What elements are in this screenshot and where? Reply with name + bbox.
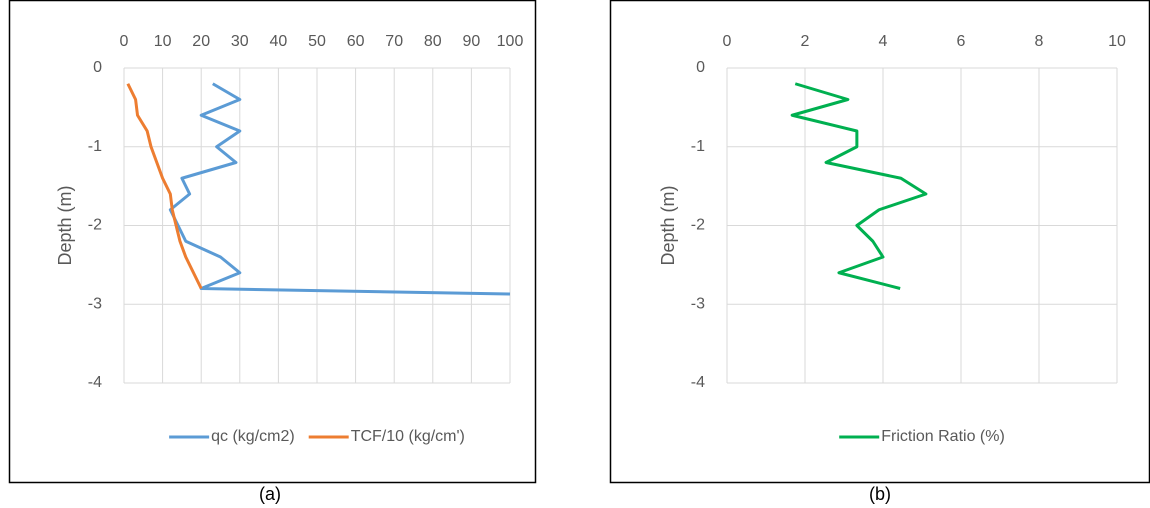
x-tick-label: 30 [231,33,249,50]
y-tick-label: -3 [691,295,705,312]
legend-label: TCF/10 (kg/cm') [351,428,465,445]
x-tick-label: 100 [497,33,524,50]
x-tick-label: 4 [879,33,888,50]
y-tick-label: -3 [88,295,102,312]
y-tick-label: 0 [696,59,705,76]
legend-label: Friction Ratio (%) [881,428,1005,445]
x-tick-label: 8 [1035,33,1044,50]
y-tick-label: -4 [691,374,705,391]
panel-frame [8,0,537,484]
x-tick-label: 50 [308,33,326,50]
x-tick-label: 40 [270,33,288,50]
x-tick-label: 10 [1108,33,1126,50]
x-tick-label: 0 [723,33,732,50]
legend-label: qc (kg/cm2) [211,428,295,445]
y-tick-label: -1 [691,138,705,155]
panel-caption: (a) [259,484,281,504]
x-tick-label: 0 [120,33,129,50]
x-tick-label: 20 [192,33,210,50]
y-tick-label: -2 [691,217,705,234]
panel-frame [609,0,1150,484]
y-tick-label: -2 [88,217,102,234]
legend: Friction Ratio (%) [839,428,1005,445]
x-tick-label: 10 [154,33,172,50]
y-tick-label: -1 [88,138,102,155]
y-tick-label: -4 [88,374,102,391]
x-tick-label: 70 [385,33,403,50]
x-tick-label: 6 [957,33,966,50]
x-tick-label: 90 [463,33,481,50]
data-line [126,83,203,290]
data-line [790,82,928,290]
x-tick-label: 60 [347,33,365,50]
legend: qc (kg/cm2) TCF/10 (kg/cm') [169,428,465,445]
x-tick-label: 2 [801,33,810,50]
y-tick-label: 0 [93,59,102,76]
data-line [168,82,511,296]
panel-caption: (b) [869,484,891,504]
y-axis-title: Depth (m) [658,185,678,265]
x-tick-label: 80 [424,33,442,50]
y-axis-title: Depth (m) [55,185,75,265]
